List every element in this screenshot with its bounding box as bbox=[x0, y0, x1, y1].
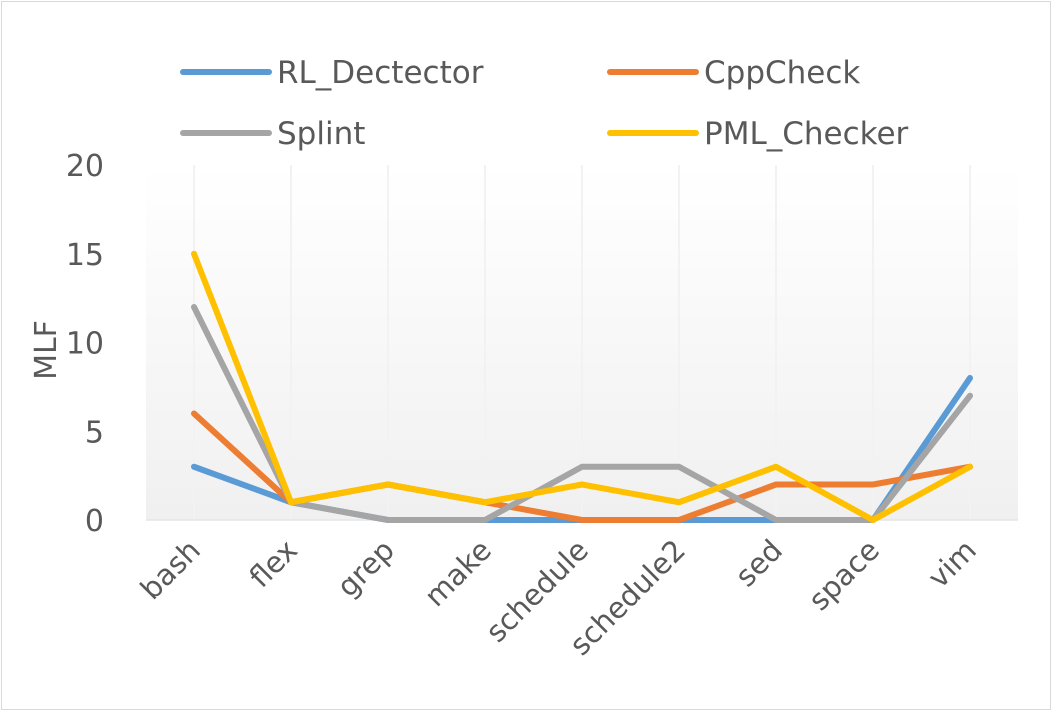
y-tick-label: 0 bbox=[85, 504, 104, 539]
x-tick-label: grep bbox=[330, 533, 401, 604]
legend-label: PML_Checker bbox=[704, 116, 909, 152]
x-tick-label: flex bbox=[243, 533, 304, 594]
legend-label: Splint bbox=[277, 116, 365, 152]
x-tick-label: bash bbox=[134, 533, 207, 606]
legend-label: CppCheck bbox=[704, 55, 860, 91]
legend-label: RL_Dectector bbox=[277, 55, 484, 91]
x-tick-label: make bbox=[418, 533, 498, 613]
y-axis-label: MLF bbox=[29, 320, 64, 380]
y-tick-label: 15 bbox=[66, 238, 104, 273]
x-tick-label: vim bbox=[921, 533, 983, 595]
y-tick-label: 5 bbox=[85, 415, 104, 450]
x-tick-label: space bbox=[802, 533, 886, 617]
y-tick-label: 20 bbox=[66, 149, 104, 184]
y-tick-label: 10 bbox=[66, 327, 104, 362]
x-tick-label: sed bbox=[729, 533, 789, 593]
